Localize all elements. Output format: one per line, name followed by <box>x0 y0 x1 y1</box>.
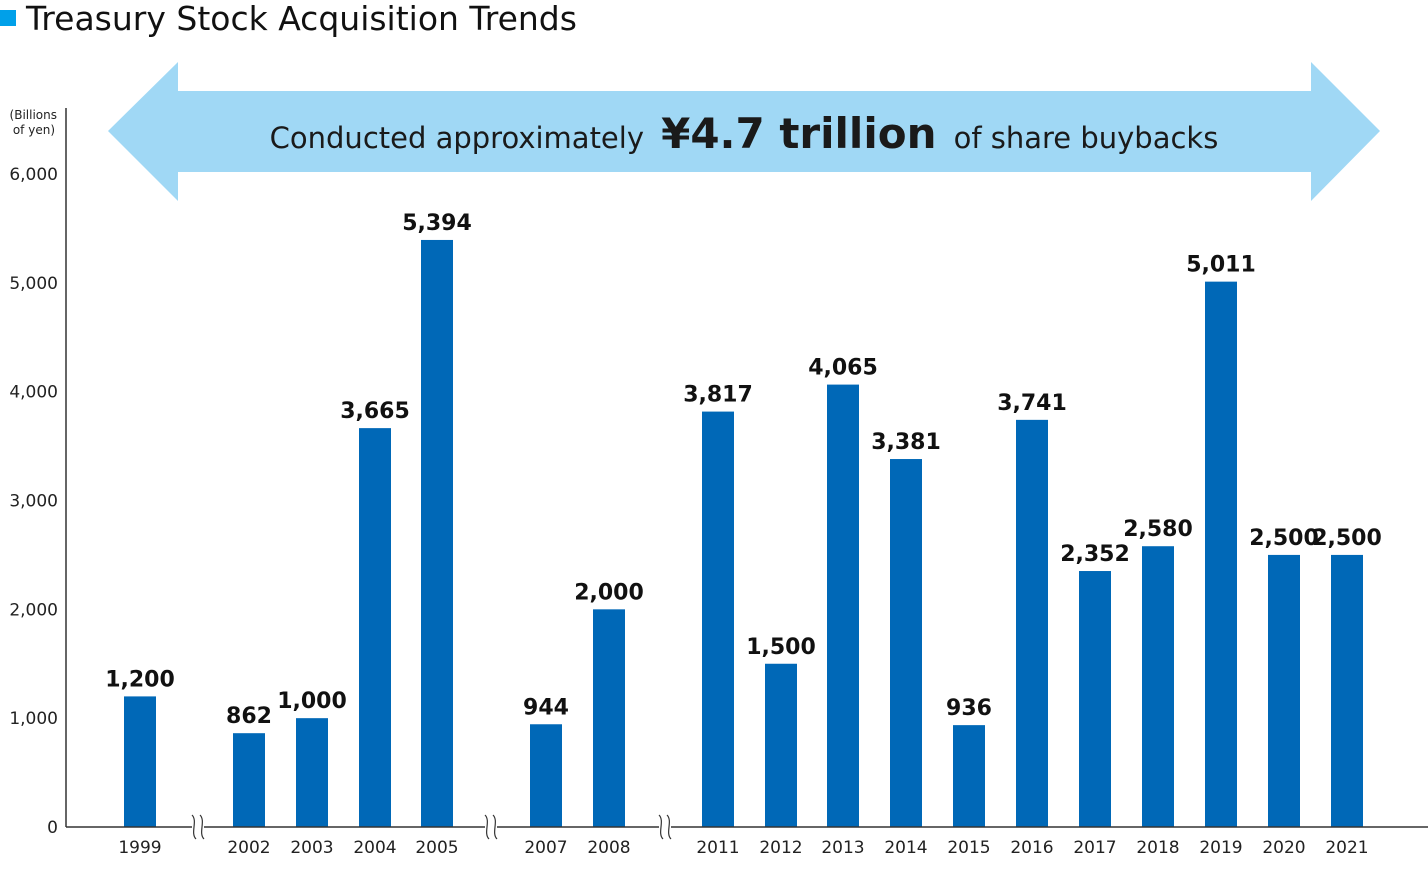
x-tick-label-2011: 2011 <box>696 838 739 858</box>
title-square-marker <box>0 10 16 26</box>
value-label-2004: 3,665 <box>340 399 410 424</box>
bar-1999 <box>124 696 156 827</box>
axis-break-gap <box>485 815 497 839</box>
axis-break-mark <box>191 814 197 840</box>
axis-break-mark <box>484 814 490 840</box>
value-label-2021: 2,500 <box>1312 526 1382 551</box>
banner-highlight: ¥4.7 trillion <box>661 109 936 158</box>
axis-break-mark <box>658 814 664 840</box>
value-label-2012: 1,500 <box>746 635 816 660</box>
banner-suffix: of share buybacks <box>954 121 1219 155</box>
axis-break-mark <box>666 814 672 840</box>
bar-2002 <box>233 733 265 827</box>
banner-prefix: Conducted approximately <box>270 121 644 155</box>
x-tick-label-2021: 2021 <box>1325 838 1368 858</box>
y-unit-label-line1: (Billions <box>10 108 57 122</box>
value-label-2008: 2,000 <box>574 580 644 605</box>
value-label-2002: 862 <box>226 704 272 729</box>
x-tick-label-2020: 2020 <box>1262 838 1305 858</box>
axis-break-gap <box>659 815 671 839</box>
chart-title: Treasury Stock Acquisition Trends <box>25 0 577 38</box>
bar-2012 <box>765 663 797 827</box>
x-tick-label-2015: 2015 <box>947 838 990 858</box>
bar-2021 <box>1331 554 1363 827</box>
banner-text: Conducted approximately ¥4.7 trillion of… <box>270 109 1219 158</box>
x-axis-ticks: 1999 2002 2003 2004 2005 2007 2008 2011 2012 2013… <box>118 838 1368 858</box>
value-label-2015: 936 <box>946 696 992 721</box>
bar-2003 <box>296 718 328 827</box>
y-tick-label: 3,000 <box>9 492 58 512</box>
x-tick-label-2016: 2016 <box>1010 838 1053 858</box>
value-label-1999: 1,200 <box>105 667 175 692</box>
y-tick-label: 6,000 <box>9 165 58 185</box>
x-tick-label-2007: 2007 <box>524 838 567 858</box>
x-tick-label-2003: 2003 <box>290 838 333 858</box>
value-label-2020: 2,500 <box>1249 526 1319 551</box>
x-tick-label-1999: 1999 <box>118 838 161 858</box>
bar-2005 <box>421 239 453 827</box>
bar-2017 <box>1079 571 1111 827</box>
y-tick-label: 5,000 <box>9 274 58 294</box>
y-tick-label: 0 <box>47 818 58 838</box>
banner-double-arrow <box>108 62 1380 201</box>
y-unit-label-line2: of yen) <box>13 123 55 137</box>
bar-2015 <box>953 725 985 827</box>
bar-2004 <box>359 428 391 827</box>
x-tick-label-2017: 2017 <box>1073 838 1116 858</box>
value-label-2016: 3,741 <box>997 391 1067 416</box>
x-tick-label-2018: 2018 <box>1136 838 1179 858</box>
axis-breaks-group <box>191 814 672 840</box>
bar-2016 <box>1016 419 1048 827</box>
y-axis-ticks: 0 1,000 2,000 3,000 4,000 5,000 6,000 <box>9 165 58 838</box>
bar-2007 <box>530 724 562 827</box>
bars-group <box>124 239 1363 827</box>
axis-break-mark <box>492 814 498 840</box>
x-tick-label-2019: 2019 <box>1199 838 1242 858</box>
y-tick-label: 4,000 <box>9 383 58 403</box>
axis-break-mark <box>199 814 205 840</box>
value-label-2005: 5,394 <box>402 211 472 236</box>
value-label-2011: 3,817 <box>683 383 753 408</box>
value-label-2014: 3,381 <box>871 430 941 455</box>
x-tick-label-2005: 2005 <box>415 838 458 858</box>
axis-break-gap <box>192 815 204 839</box>
value-label-2018: 2,580 <box>1123 517 1193 542</box>
bar-2014 <box>890 459 922 827</box>
x-tick-label-2012: 2012 <box>759 838 802 858</box>
x-tick-label-2013: 2013 <box>821 838 864 858</box>
y-tick-label: 1,000 <box>9 709 58 729</box>
bar-2008 <box>593 609 625 827</box>
x-tick-label-2014: 2014 <box>884 838 927 858</box>
x-tick-label-2002: 2002 <box>227 838 270 858</box>
x-tick-label-2004: 2004 <box>353 838 396 858</box>
bar-2020 <box>1268 554 1300 827</box>
y-tick-label: 2,000 <box>9 600 58 620</box>
value-label-2017: 2,352 <box>1060 542 1130 567</box>
value-label-2013: 4,065 <box>808 356 878 381</box>
value-label-2007: 944 <box>523 695 569 720</box>
value-label-2003: 1,000 <box>277 689 347 714</box>
bar-2019 <box>1205 281 1237 827</box>
bar-2013 <box>827 384 859 827</box>
value-label-2019: 5,011 <box>1186 253 1256 278</box>
bar-2018 <box>1142 546 1174 827</box>
x-tick-label-2008: 2008 <box>587 838 630 858</box>
bar-2011 <box>702 411 734 827</box>
